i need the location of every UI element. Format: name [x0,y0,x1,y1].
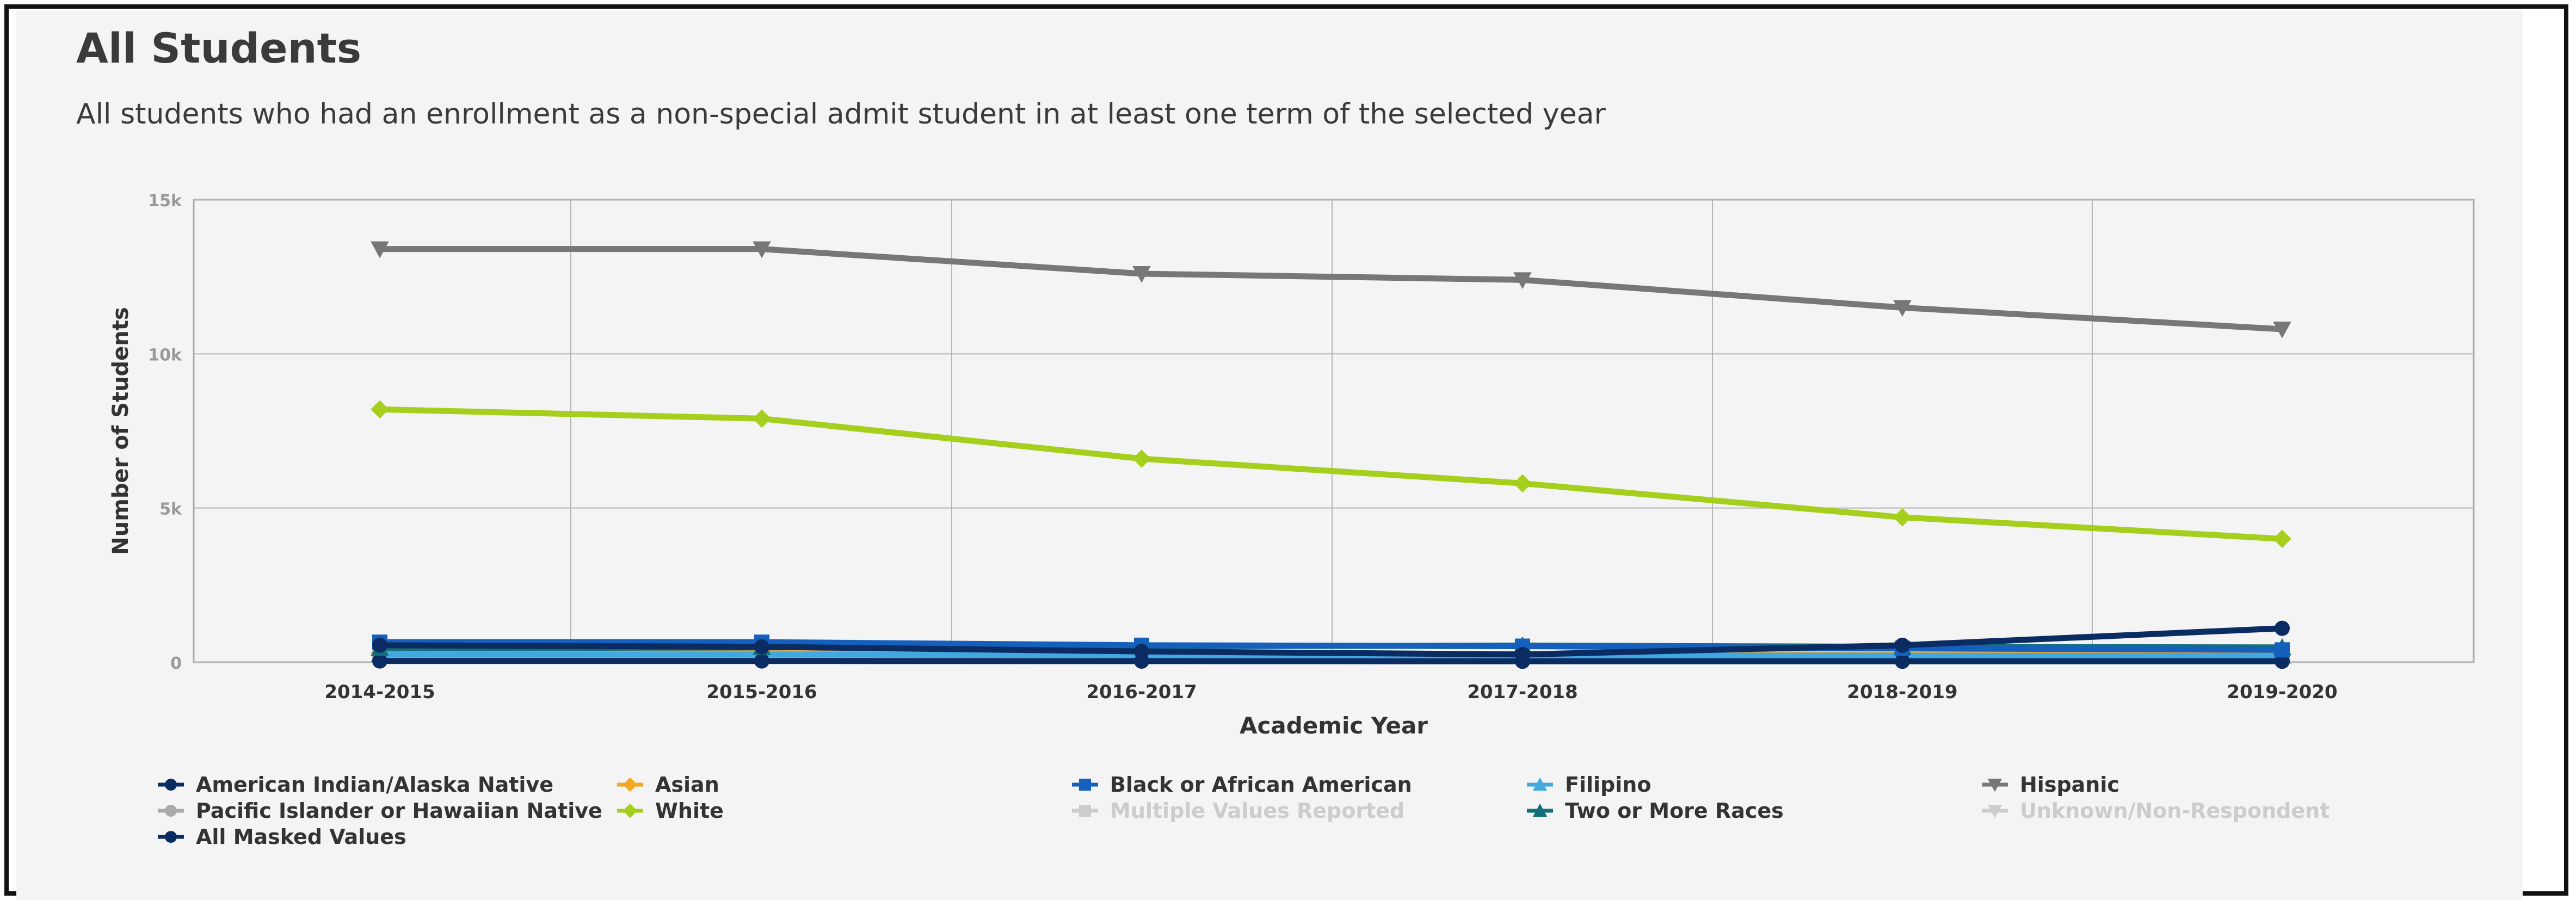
legend-label: Black or African American [1110,773,1412,797]
legend-label: Hispanic [2020,773,2119,797]
legend-symbol-icon [617,803,643,818]
data-point [1132,266,1151,283]
legend-item[interactable]: All Masked Values [158,824,406,850]
legend-item[interactable]: Black or African American [1072,772,1412,798]
data-point [2275,642,2290,658]
legend-item[interactable]: Pacific Islander or Hawaiian Native [158,798,602,824]
legend-label: Filipino [1565,773,1651,797]
data-point [1895,637,1910,653]
series-hispanic [371,241,2291,338]
legend-symbol-icon [1982,805,2008,818]
legend-symbol-icon [617,777,643,792]
y-tick-label: 5k [159,500,182,519]
legend-label: All Masked Values [196,825,406,849]
legend-marker [165,831,177,843]
page-title: All Students [76,24,362,72]
legend-item[interactable]: Hispanic [1982,772,2119,798]
data-point [1134,644,1149,659]
data-point [753,241,771,258]
series-line [380,658,2282,664]
series-line [379,406,2283,542]
legend-symbol-icon [1527,777,1553,791]
data-point [1895,654,1910,669]
data-point [2275,620,2290,636]
legend-label: Unknown/Non-Respondent [2020,799,2330,823]
legend-symbol-icon [158,805,184,817]
data-point [1132,449,1151,468]
data-point [2273,529,2291,548]
data-point [1515,646,1530,662]
legend-symbol-icon [1072,805,1098,817]
legend-marker [623,803,638,818]
legend-label: Pacific Islander or Hawaiian Native [196,799,602,823]
legend-label: American Indian/Alaska Native [196,773,554,797]
legend-label: Two or More Races [1565,799,1784,823]
data-point [754,653,769,669]
legend-label: Asian [655,773,719,797]
legend-item[interactable]: Two or More Races [1527,798,1784,824]
legend-item[interactable]: Asian [617,772,719,798]
legend-item[interactable]: White [617,798,724,824]
legend-marker [1532,803,1548,817]
legend-item[interactable]: Unknown/Non-Respondent [1982,798,2330,824]
legend-symbol-icon [1072,779,1098,791]
legend-symbol-icon [1527,803,1553,817]
legend-symbol-icon [158,831,184,843]
legend-marker [165,779,177,791]
x-tick-label: 2014-2015 [324,681,435,703]
legend-item[interactable]: American Indian/Alaska Native [158,772,553,798]
series-all-masked-values [372,620,2290,662]
legend-marker [1532,777,1548,791]
data-point [1513,474,1532,493]
legend-item[interactable]: Filipino [1527,772,1651,798]
legend-marker [1987,805,2002,818]
series-line [380,246,2283,332]
data-point [371,400,389,419]
data-point [1513,272,1532,289]
chart-axis-ticks: 0 5k 10k 15k 2014-2015 2015-2016 2016-2017 2017… [148,192,2337,703]
legend-symbol-icon [158,779,184,791]
x-tick-label: 2019-2020 [2227,681,2337,703]
y-tick-label: 15k [148,192,182,211]
data-point [753,409,771,428]
data-point [2273,322,2291,338]
legend-marker [1079,805,1091,817]
series-white [371,400,2291,548]
y-tick-label: 0 [170,654,182,673]
series-line [379,625,2283,658]
x-axis-label: Academic Year [1240,712,1428,739]
legend-label: Multiple Values Reported [1110,799,1405,823]
legend-marker [1079,779,1091,791]
y-axis-label: Number of Students [108,307,133,554]
legend-marker [623,777,638,792]
legend-marker [1987,779,2002,792]
x-tick-label: 2015-2016 [706,681,817,703]
x-tick-label: 2016-2017 [1086,681,1197,703]
data-point [754,639,769,655]
page-subtitle: All students who had an enrollment as a … [76,98,1606,131]
chart-series-lines [371,241,2291,669]
data-point [1893,300,1912,317]
data-point [1893,508,1912,527]
y-tick-label: 10k [148,346,182,365]
chart-legend: American Indian/Alaska Native Asian Black … [158,772,2498,880]
legend-marker [165,805,177,817]
data-point [371,241,389,258]
data-point [372,653,387,669]
series-line [380,639,2283,653]
data-point [372,637,387,653]
legend-label: White [655,799,724,823]
x-tick-label: 2017-2018 [1467,681,1577,703]
legend-symbol-icon [1982,779,2008,792]
plot-area [193,199,2475,663]
legend-item[interactable]: Multiple Values Reported [1072,798,1404,824]
x-tick-label: 2018-2019 [1847,681,1957,703]
